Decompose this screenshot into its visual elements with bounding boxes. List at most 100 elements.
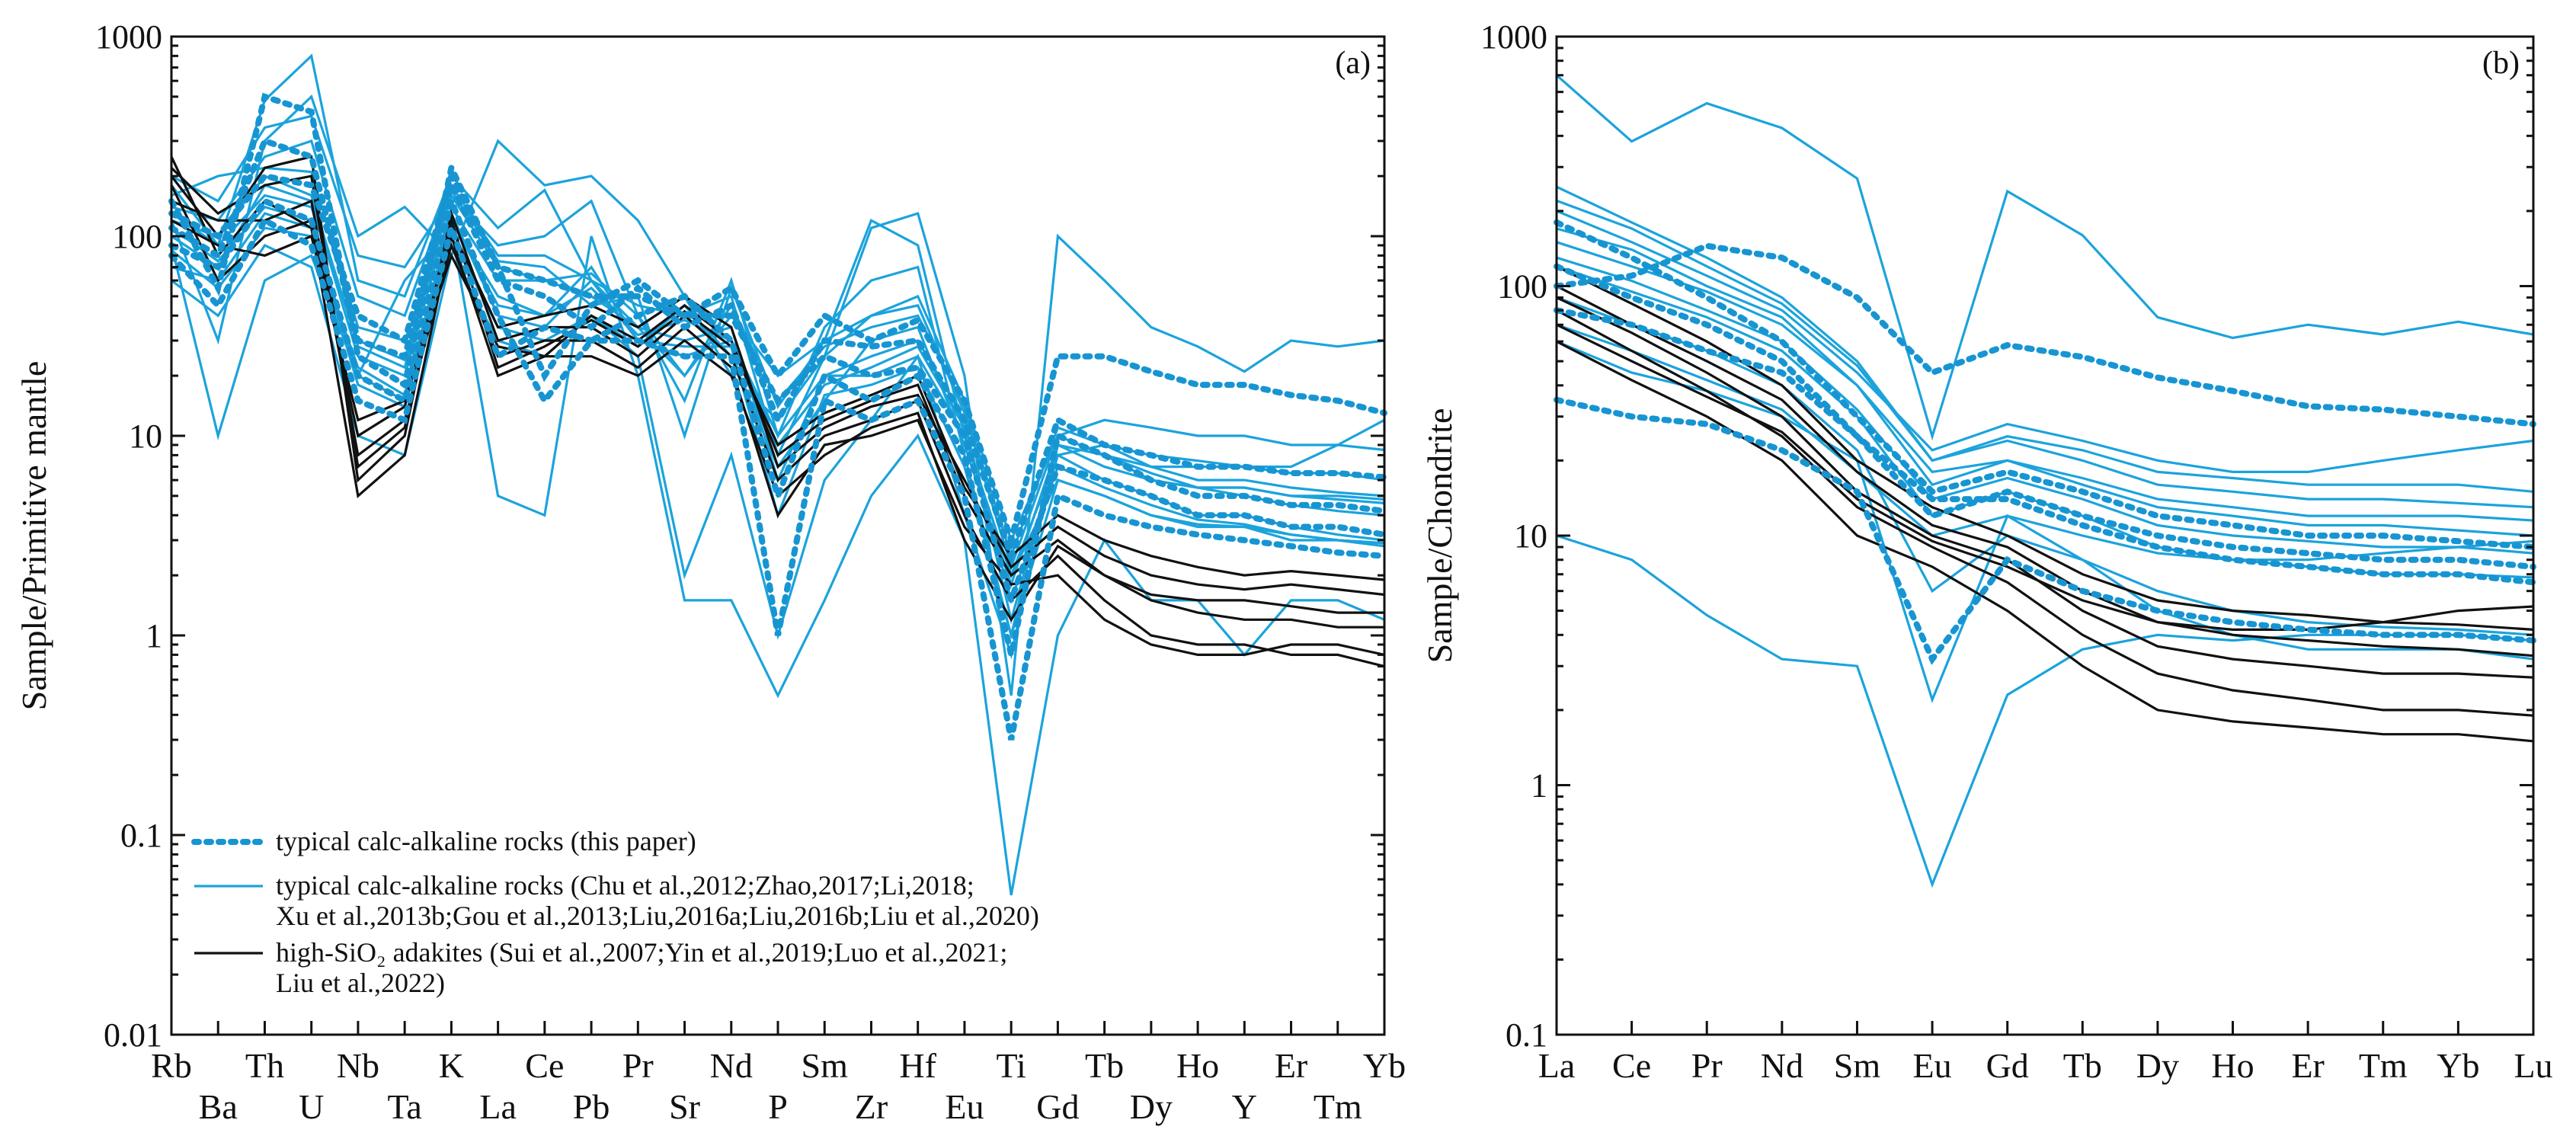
y-tick-label: 1	[1531, 767, 1547, 805]
series-line-high_sio2_adakites-19	[170, 156, 1384, 614]
series-line-calc_alkaline-9	[1556, 340, 2534, 704]
series-line-this_paper-4	[1554, 396, 2536, 665]
x-tick-label-sr: Sr	[669, 1087, 700, 1126]
x-tick-label-ce: Ce	[525, 1046, 564, 1085]
series-line-calc_alkaline-8	[1556, 185, 2534, 493]
x-tick-label-pr: Pr	[1691, 1046, 1723, 1085]
x-tick-label-tb: Tb	[1085, 1046, 1124, 1085]
series-line-this_paper-3	[168, 190, 1387, 656]
series-group	[168, 53, 1387, 896]
x-tick-label-sm: Sm	[802, 1046, 849, 1085]
legend-label-high_sio2_adakites-2: Liu et al.,2022)	[276, 968, 445, 998]
y-tick-label: 0.01	[104, 1016, 162, 1054]
series-line-high_sio2_adakites-21	[1556, 265, 2534, 631]
y-tick-label: 1	[146, 617, 162, 654]
y-tick-label: 100	[1497, 268, 1547, 306]
x-tick-label-nb: Nb	[337, 1046, 379, 1085]
series-line-calc_alkaline-10	[1556, 241, 2534, 537]
series-line-this_paper-1	[1554, 242, 2536, 427]
x-tick-label-er: Er	[1275, 1046, 1307, 1085]
series-line-this_paper-5	[168, 216, 1387, 741]
series-line-calc_alkaline-15	[1556, 256, 2534, 555]
series-line-calc_alkaline-16	[1556, 199, 2534, 509]
x-tick-label-pb: Pb	[573, 1087, 610, 1126]
x-tick-label-tm: Tm	[1314, 1087, 1362, 1126]
series-line-calc_alkaline-13	[171, 166, 1385, 579]
y-tick-label: 100	[112, 218, 162, 255]
series-line-high_sio2_adakites-24	[170, 167, 1385, 581]
y-axis-label: Sample/Primitive mantle	[14, 361, 53, 711]
x-tick-label-zr: Zr	[855, 1087, 888, 1126]
y-tick-label: 10	[1514, 517, 1547, 555]
x-tick-label-er: Er	[2291, 1046, 2324, 1085]
y-tick-label: 1000	[95, 18, 162, 56]
x-tick-label-th: Th	[245, 1046, 284, 1085]
x-tick-label-k: K	[439, 1046, 464, 1085]
x-tick-label-yb: Yb	[1363, 1046, 1406, 1085]
y-tick-label: 0.1	[1506, 1016, 1547, 1054]
legend-label-high_sio2_adakites-1: high-SiO₂ adakites (Sui et al.,2007;Yin …	[276, 937, 1007, 968]
series-line-calc_alkaline-14	[1556, 227, 2534, 522]
x-tick-label-tm: Tm	[2359, 1046, 2408, 1085]
series-line-high_sio2_adakites-21	[171, 199, 1385, 657]
legend-label-calc_alkaline-2: Xu et al.,2013b;Gou et al.,2013;Liu,2016…	[276, 901, 1039, 931]
x-tick-label-nd: Nd	[1761, 1046, 1803, 1085]
panel-b: 0.1 1 10 100 1000 La Ce Pr Nd Sm Eu Gd Tb Dy Ho Er Tm Yb L…	[1420, 18, 2553, 1085]
x-tick-label-gd: Gd	[1986, 1046, 2029, 1085]
series-group	[1554, 74, 2536, 888]
x-tick-label-eu: Eu	[945, 1087, 984, 1126]
series-line-calc_alkaline-6	[170, 53, 1385, 579]
legend-label-this_paper-1: typical calc-alkaline rocks (this paper)	[276, 826, 696, 856]
x-tick-label-y: Y	[1232, 1087, 1257, 1126]
series-line-calc_alkaline-6	[1555, 74, 2534, 441]
series-line-high_sio2_adakites-20	[1556, 340, 2534, 743]
x-tick-label-pr: Pr	[622, 1046, 654, 1085]
series-line-high_sio2_adakites-19	[1556, 309, 2534, 717]
x-tick-label-tb: Tb	[2063, 1046, 2102, 1085]
series-line-this_paper-5	[1554, 307, 2536, 586]
x-tick-label-nd: Nd	[710, 1046, 753, 1085]
x-tick-label-p: P	[768, 1087, 788, 1126]
series-line-this_paper-1	[168, 92, 1387, 552]
x-tick-label-dy: Dy	[2136, 1046, 2179, 1085]
series-line-this_paper-2	[168, 137, 1387, 566]
series-line-high_sio2_adakites-22	[170, 184, 1385, 597]
x-tick-label-ce: Ce	[1612, 1046, 1651, 1085]
x-tick-label-gd: Gd	[1036, 1087, 1079, 1126]
series-line-high_sio2_adakites-20	[170, 155, 1385, 668]
x-tick-label-ba: Ba	[199, 1087, 238, 1126]
x-tick-label-u: U	[299, 1087, 324, 1126]
x-tick-label-ta: Ta	[387, 1087, 421, 1126]
x-tick-label-yb: Yb	[2437, 1046, 2479, 1085]
series-line-high_sio2_adakites-18	[1556, 285, 2534, 658]
x-tick-label-la: La	[1538, 1046, 1576, 1085]
series-line-this_paper-3	[1554, 263, 2536, 570]
x-tick-label-dy: Dy	[1130, 1087, 1173, 1126]
y-axis-label: Sample/Chondrite	[1420, 408, 1459, 664]
x-tick-label-eu: Eu	[1913, 1046, 1952, 1085]
y-tick-label: 1000	[1480, 18, 1547, 56]
series-line-high_sio2_adakites-22	[1556, 296, 2534, 679]
x-tick-label-lu: Lu	[2514, 1046, 2552, 1085]
y-tick-label: 0.1	[120, 817, 162, 854]
series-line-calc_alkaline-17	[1556, 323, 2534, 562]
x-tick-label-ho: Ho	[1176, 1046, 1219, 1085]
series-line-calc_alkaline-11	[1556, 210, 2534, 474]
series-line-this_paper-2	[1554, 219, 2536, 550]
panel-label: (b)	[2482, 46, 2520, 81]
x-tick-label-sm: Sm	[1834, 1046, 1881, 1085]
series-line-high_sio2_adakites-23	[1556, 323, 2534, 632]
x-tick-label-ti: Ti	[997, 1046, 1026, 1085]
series-line-this_paper-4	[168, 168, 1387, 611]
legend-label-calc_alkaline-1: typical calc-alkaline rocks (Chu et al.,…	[276, 870, 974, 901]
x-tick-label-la: La	[479, 1087, 517, 1126]
x-tick-label-hf: Hf	[899, 1046, 936, 1085]
x-tick-label-ho: Ho	[2211, 1046, 2254, 1085]
panel-label: (a)	[1335, 46, 1371, 81]
x-tick-label-rb: Rb	[151, 1046, 192, 1085]
y-tick-label: 10	[129, 418, 162, 455]
legend: typical calc-alkaline rocks (this paper)…	[191, 826, 1039, 998]
